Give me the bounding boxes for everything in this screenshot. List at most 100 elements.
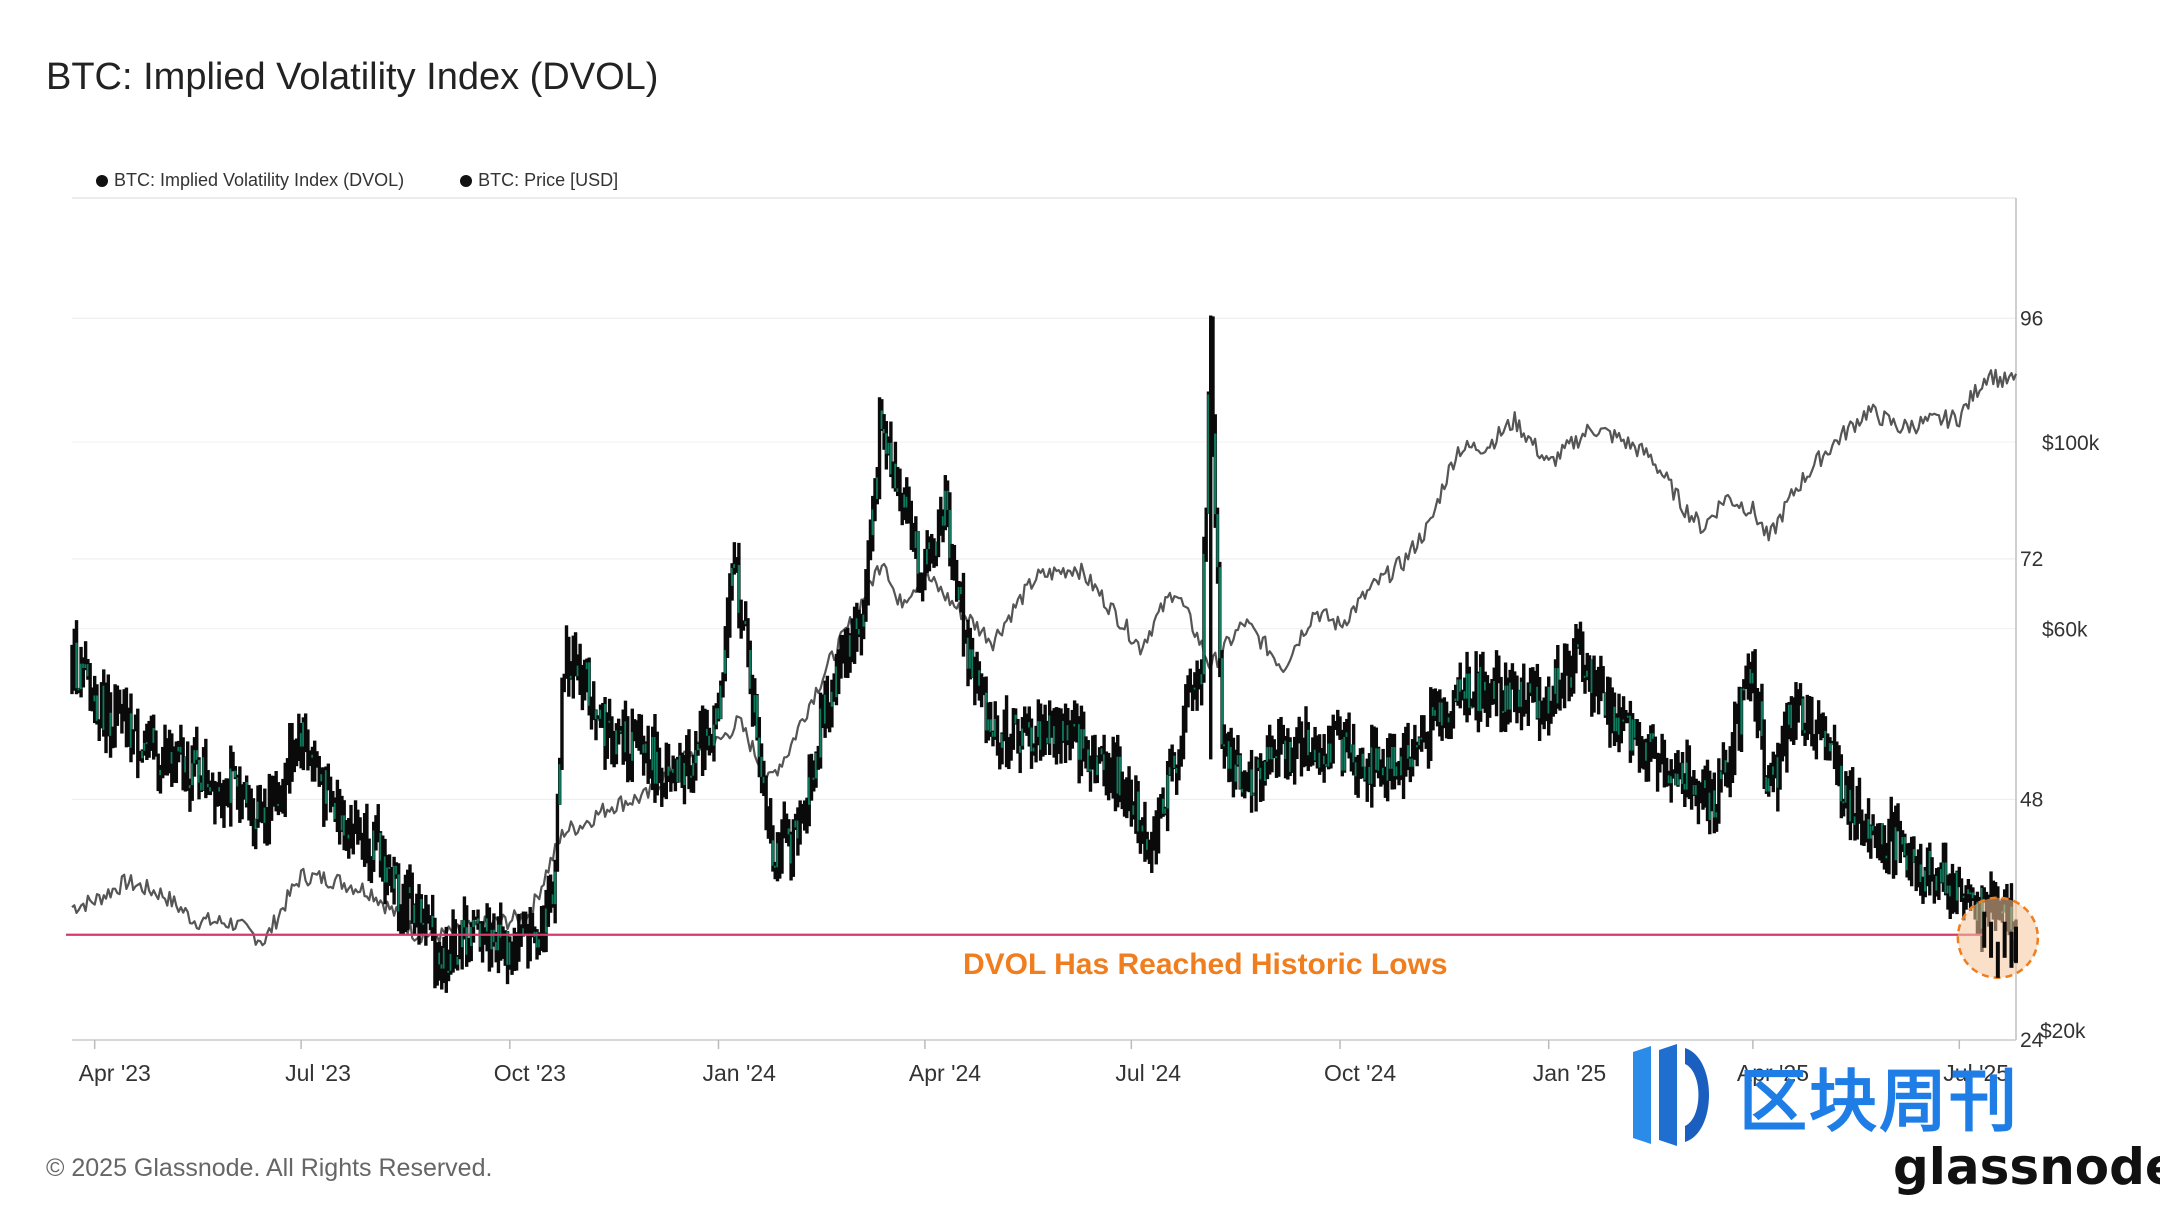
dvol-body: [141, 750, 144, 759]
dvol-body: [202, 757, 205, 791]
dvol-body: [1250, 769, 1253, 796]
dvol-body: [1363, 766, 1367, 780]
dvol-body: [1604, 692, 1607, 716]
dvol-body: [184, 756, 187, 773]
dvol-body: [1704, 780, 1707, 788]
dvol-body: [671, 768, 675, 773]
legend-item-price[interactable]: BTC: Price [USD]: [460, 170, 618, 191]
dvol-body: [1967, 889, 1970, 895]
dvol-body: [499, 924, 502, 938]
dvol-body: [197, 759, 201, 783]
dvol-body: [1259, 767, 1262, 780]
dvol-body: [957, 587, 961, 600]
dvol-body: [762, 776, 766, 784]
dvol-body: [1431, 707, 1435, 716]
dvol-body: [1463, 691, 1466, 699]
dvol-body: [1082, 729, 1085, 749]
dvol-body: [397, 874, 400, 912]
dvol-body: [1053, 726, 1056, 744]
dvol-body: [234, 770, 237, 778]
dvol-body: [1329, 743, 1333, 763]
dvol-body: [1227, 741, 1231, 769]
dvol-body: [1969, 892, 1972, 895]
dvol-body: [347, 834, 350, 839]
dvol-body: [1885, 855, 1888, 859]
dvol-body: [1325, 764, 1328, 767]
dvol-body: [737, 565, 741, 613]
dvol-body: [871, 509, 874, 536]
dvol-body: [1760, 701, 1764, 737]
dvol-body: [1037, 721, 1040, 737]
dvol-body: [1715, 812, 1718, 818]
dvol-body: [129, 713, 133, 748]
dvol-body: [1849, 789, 1852, 822]
dvol-body: [969, 649, 972, 669]
dvol-body: [1000, 733, 1004, 748]
dvol-body: [1894, 827, 1897, 861]
dvol-body: [1118, 756, 1122, 796]
dvol-body: [692, 763, 695, 776]
dvol-body: [1102, 754, 1106, 770]
dvol-body: [758, 737, 761, 757]
dvol-body: [1370, 747, 1373, 784]
dvol-body: [508, 942, 511, 965]
dvol-body: [152, 728, 155, 743]
dvol-body: [438, 952, 441, 965]
dvol-body: [1239, 755, 1242, 789]
dvol-body: [465, 927, 468, 955]
dvol-body: [1393, 747, 1396, 777]
x-tick-label: Jul '25: [1943, 1060, 2009, 1086]
dvol-body: [1241, 788, 1244, 793]
dvol-body: [1236, 755, 1240, 765]
dvol-body: [1234, 764, 1237, 782]
dvol-body: [1470, 706, 1473, 709]
dvol-body: [229, 768, 232, 803]
dvol-body: [642, 744, 645, 753]
dvol-body: [1073, 723, 1076, 727]
dvol-body: [644, 743, 648, 753]
annotations: DVOL Has Reached Historic Lows: [66, 896, 2040, 981]
dvol-body: [218, 787, 221, 792]
legend-label-price: BTC: Price [USD]: [478, 170, 619, 190]
chart-legend: BTC: Implied Volatility Index (DVOL) BTC…: [96, 170, 618, 191]
dvol-body: [789, 834, 793, 864]
legend-label-dvol: BTC: Implied Volatility Index (DVOL): [114, 170, 405, 190]
dvol-body: [1420, 737, 1423, 740]
dvol-body: [1667, 775, 1671, 784]
x-tick-label: Jan '24: [702, 1060, 776, 1086]
dvol-body: [1288, 741, 1292, 772]
dvol-body: [1554, 668, 1557, 694]
dvol-body: [1214, 433, 1217, 515]
dvol-body: [1676, 773, 1680, 786]
dvol-body: [1456, 679, 1460, 701]
legend-item-dvol[interactable]: BTC: Implied Volatility Index (DVOL): [96, 170, 404, 191]
y-tick-label: 24: [2020, 1029, 2044, 1052]
dvol-body: [796, 820, 800, 839]
dvol-body: [651, 737, 654, 771]
dvol-body: [1903, 837, 1907, 856]
dvol-body: [413, 904, 416, 924]
dvol-body: [857, 629, 861, 635]
dvol-body: [819, 708, 822, 758]
dvol-body: [1275, 756, 1278, 759]
dvol-body: [320, 774, 323, 782]
dvol-body: [1751, 672, 1755, 684]
dvol-body: [794, 820, 797, 828]
dvol-body: [1146, 839, 1149, 850]
dvol-body: [585, 662, 589, 670]
dvol-body: [1077, 724, 1081, 760]
dvol-body: [1166, 774, 1169, 809]
dvol-body: [1361, 753, 1364, 767]
dvol-body: [1202, 553, 1206, 675]
dvol-body: [256, 801, 260, 820]
dvol-body: [744, 621, 747, 625]
dvol-body: [1853, 816, 1857, 825]
dvol-body: [876, 477, 879, 499]
dvol-body: [420, 898, 423, 923]
dvol-body: [608, 720, 611, 723]
dvol-body: [1223, 744, 1226, 747]
dvol-body: [143, 743, 146, 751]
dvol-body: [1028, 722, 1031, 728]
dvol-body: [678, 755, 682, 783]
dvol-body: [1622, 719, 1625, 722]
